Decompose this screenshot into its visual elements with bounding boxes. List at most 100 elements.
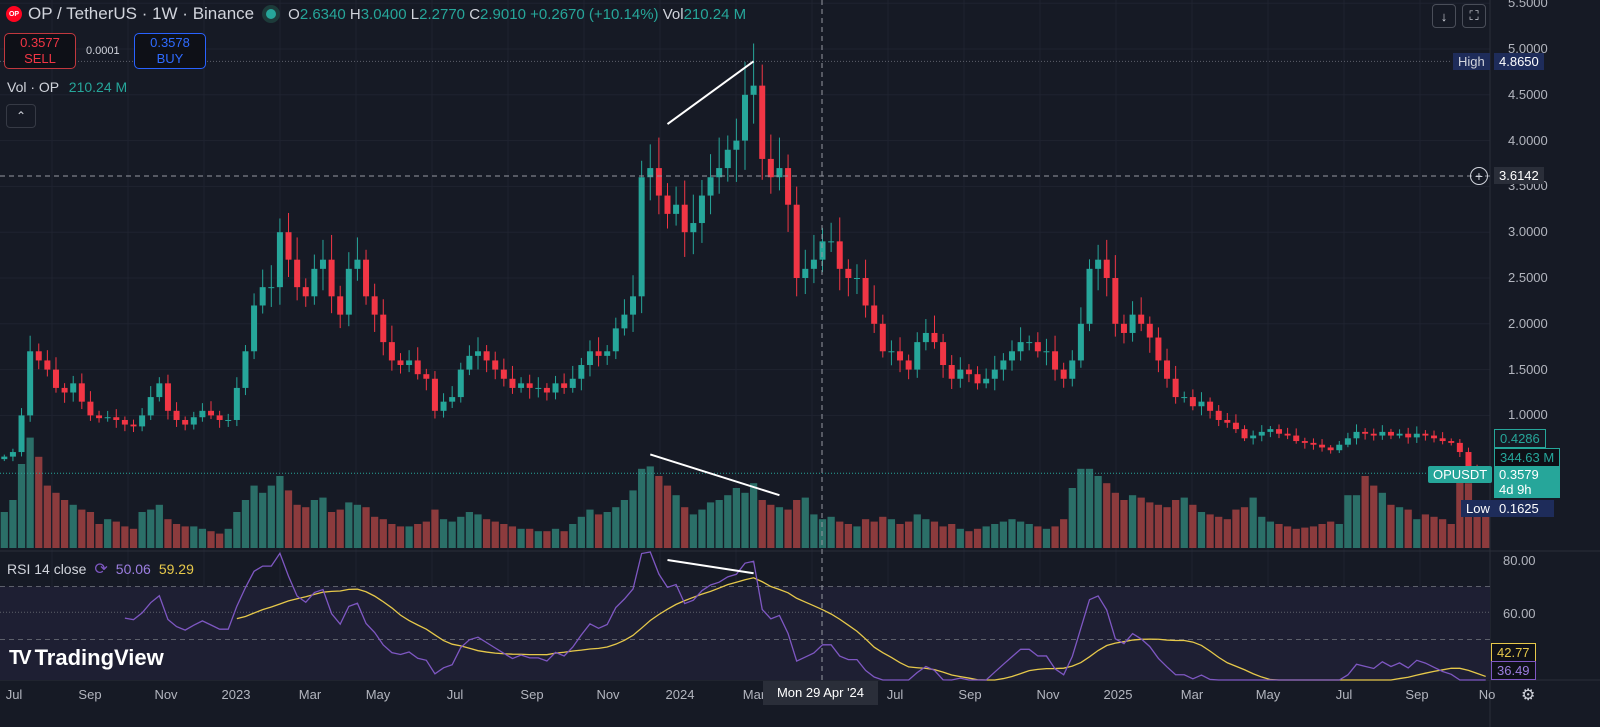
candle-body bbox=[475, 351, 482, 356]
volume-bar bbox=[551, 528, 560, 548]
candle-body bbox=[1456, 442, 1463, 453]
volume-bar bbox=[371, 516, 379, 548]
symbol-title[interactable]: OP / TetherUS · 1W · Binance bbox=[28, 4, 255, 23]
candle-body bbox=[9, 452, 16, 457]
volume-bar bbox=[767, 504, 775, 548]
candle-body bbox=[871, 305, 878, 324]
candle-body bbox=[802, 268, 809, 278]
candle-body bbox=[1431, 435, 1438, 439]
candle-body bbox=[1413, 433, 1420, 438]
candle-body bbox=[664, 195, 671, 214]
rsi-legend-label: RSI 14 close bbox=[7, 561, 87, 577]
candle-body bbox=[1301, 441, 1308, 443]
volume-bar bbox=[164, 519, 172, 548]
candle-body bbox=[1465, 452, 1472, 469]
volume-bar bbox=[879, 516, 887, 548]
candle-body bbox=[1103, 259, 1110, 278]
settings-gear-icon[interactable]: ⚙ bbox=[1521, 687, 1536, 704]
candle-body bbox=[1396, 433, 1403, 436]
price-axis-label: 2.0000 bbox=[1508, 315, 1548, 331]
candle-body bbox=[345, 268, 352, 315]
candle-body bbox=[1146, 323, 1153, 338]
candle-body bbox=[595, 351, 602, 356]
last-high-tag: 0.4286 bbox=[1494, 429, 1546, 448]
volume-bar bbox=[129, 528, 138, 548]
last-price: 0.3579 bbox=[1499, 467, 1539, 482]
volume-bar bbox=[1111, 492, 1119, 548]
candle-body bbox=[793, 204, 800, 278]
chevron-up-icon: ⌃ bbox=[15, 109, 27, 123]
sell-button[interactable]: 0.3577 SELL bbox=[4, 33, 76, 69]
candle-body bbox=[767, 158, 774, 178]
candle-body bbox=[70, 383, 77, 393]
candle-body bbox=[1052, 351, 1059, 370]
volume-bar bbox=[1327, 521, 1335, 548]
candle-body bbox=[552, 383, 559, 393]
market-status-icon bbox=[266, 9, 277, 19]
candle-body bbox=[543, 387, 550, 393]
fullscreen-button[interactable]: ⛶ bbox=[1462, 4, 1486, 28]
price-axis-label: 1.0000 bbox=[1508, 407, 1548, 423]
volume-legend[interactable]: Vol · OP 210.24 M bbox=[7, 79, 127, 95]
candle-body bbox=[35, 351, 42, 361]
volume-bar bbox=[603, 512, 611, 548]
volume-bar bbox=[715, 500, 723, 548]
volume-bar bbox=[818, 519, 827, 548]
volume-bar bbox=[930, 521, 939, 548]
volume-bar bbox=[414, 524, 422, 548]
candle-body bbox=[87, 401, 94, 416]
candle-body bbox=[776, 168, 783, 178]
rsi-tag: 36.49 bbox=[1491, 661, 1536, 680]
candle-body bbox=[44, 360, 51, 370]
volume-bar bbox=[1042, 528, 1051, 548]
volume-bar bbox=[991, 524, 999, 548]
buy-label: BUY bbox=[156, 51, 184, 66]
volume-bar bbox=[207, 531, 215, 548]
buy-button[interactable]: 0.3578 BUY bbox=[134, 33, 206, 69]
download-button[interactable]: ↓ bbox=[1432, 4, 1456, 28]
candle-body bbox=[1336, 444, 1343, 451]
volume-bar bbox=[448, 521, 456, 548]
candle-body bbox=[1439, 438, 1446, 442]
volume-bar bbox=[948, 524, 956, 548]
add-plus-icon[interactable]: + bbox=[1470, 167, 1488, 185]
volume-bar bbox=[181, 526, 189, 548]
volume-bar bbox=[1085, 468, 1094, 548]
candle-body bbox=[500, 369, 507, 379]
candle-body bbox=[922, 332, 929, 343]
price-axis-label: 4.0000 bbox=[1508, 132, 1548, 148]
last-price-tag: 0.3579 4d 9h bbox=[1494, 466, 1560, 498]
volume-bar bbox=[741, 492, 749, 548]
volume-bar bbox=[60, 500, 69, 548]
low-label: Low bbox=[1461, 500, 1495, 517]
candle-body bbox=[1000, 360, 1007, 370]
volume-bar bbox=[1180, 497, 1188, 548]
rsi-band bbox=[0, 586, 1490, 680]
candle-body bbox=[388, 342, 395, 361]
volume-bar bbox=[1215, 516, 1223, 548]
collapse-legend-button[interactable]: ⌃ bbox=[6, 104, 36, 128]
volume-bar bbox=[861, 519, 870, 548]
candle-body bbox=[1215, 410, 1222, 420]
high-label: High bbox=[1453, 53, 1490, 70]
rsi-line bbox=[124, 551, 1486, 681]
time-axis-label: Sep bbox=[1405, 687, 1429, 702]
candle-body bbox=[1034, 342, 1041, 352]
symbol-header: OP OP / TetherUS · 1W · Binance O2.6340 … bbox=[6, 4, 746, 24]
volume-bar bbox=[138, 512, 146, 548]
volume-bar bbox=[353, 504, 362, 548]
volume-bar bbox=[681, 507, 689, 548]
candle-body bbox=[311, 268, 318, 297]
refresh-icon[interactable]: ⟳ bbox=[94, 561, 108, 578]
volume-bar bbox=[52, 492, 60, 548]
candle-body bbox=[1224, 419, 1231, 423]
volume-bar bbox=[1275, 524, 1283, 548]
time-axis-label: 2023 bbox=[221, 687, 251, 702]
candle-body bbox=[414, 360, 421, 375]
rsi-legend[interactable]: RSI 14 close ⟳ 50.06 59.29 bbox=[7, 559, 194, 579]
candle-body bbox=[130, 424, 137, 427]
candle-body bbox=[371, 296, 378, 315]
tradingview-logo[interactable]: TV TradingView bbox=[9, 645, 164, 671]
candle-body bbox=[897, 351, 904, 361]
